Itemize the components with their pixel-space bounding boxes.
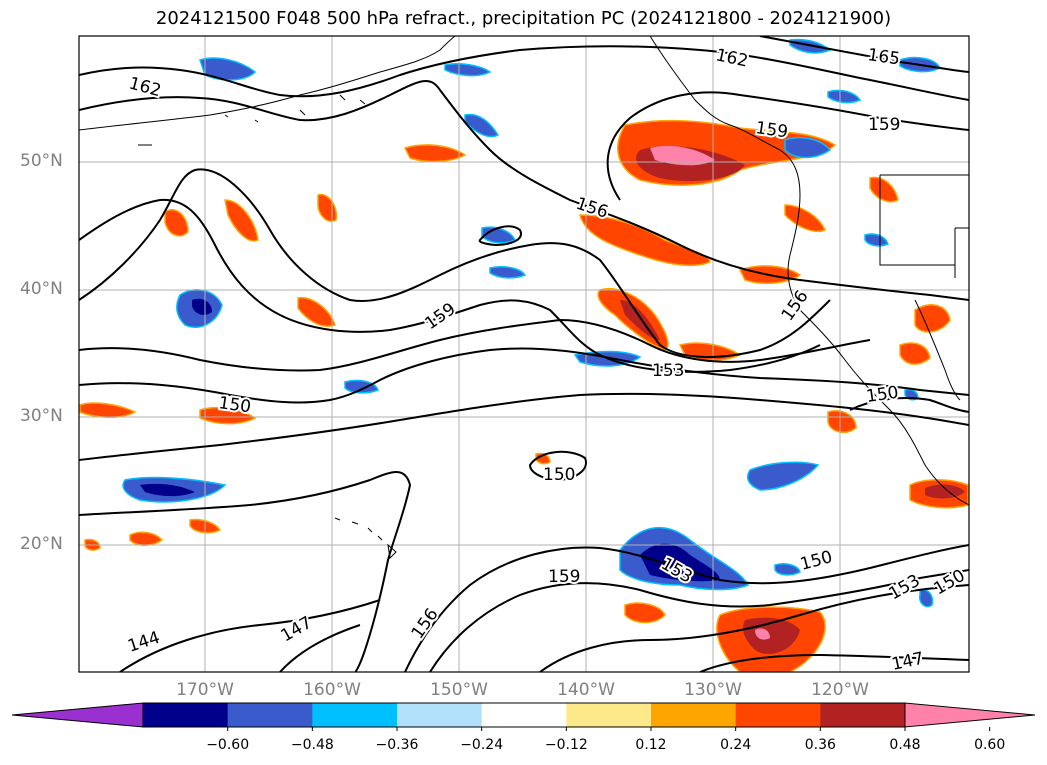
contour-label: 159 — [548, 567, 580, 587]
map-panel: 162 165 162 159 159 156 159 156 153 150 … — [78, 35, 970, 673]
colorbar-segment — [227, 703, 313, 727]
colorbar-tick-label: −0.36 — [375, 737, 419, 753]
colorbar-tick-label: 0.36 — [804, 737, 836, 753]
precip-negative-patches — [122, 38, 942, 608]
contour-label: 159 — [868, 115, 900, 135]
lon-label: 170°W — [176, 680, 234, 700]
colorbar-segment — [820, 703, 906, 727]
colorbar-segment — [312, 703, 398, 727]
colorbar-frame — [142, 702, 906, 728]
colorbar-tick-label: −0.24 — [460, 737, 504, 753]
contour-label: 150 — [865, 383, 900, 407]
colorbar-segment — [566, 703, 652, 727]
contour-label: 153 — [652, 361, 684, 381]
lon-label: 120°W — [811, 680, 869, 700]
refractivity-contours — [79, 36, 969, 672]
colorbar-segment — [735, 703, 821, 727]
colorbar-segment — [481, 703, 567, 727]
lat-label: 20°N — [20, 534, 63, 554]
colorbar-segment — [651, 703, 737, 727]
map-title: 2024121500 F048 500 hPa refract., precip… — [155, 8, 892, 29]
contour-label: 150 — [543, 465, 575, 485]
hawaiian-islands — [334, 517, 397, 560]
colorbar-tick-label: −0.12 — [544, 737, 588, 753]
colorbar-tick-label: −0.48 — [290, 737, 334, 753]
colorbar-tick-label: 0.48 — [889, 737, 921, 753]
colorbar-tick-label: 0.24 — [720, 737, 752, 753]
lon-label: 150°W — [430, 680, 488, 700]
colorbar-extend-high — [904, 702, 1036, 728]
colorbar-segment — [143, 703, 229, 727]
contour-label: 159 — [754, 118, 789, 142]
colorbar-segments — [11, 702, 1036, 731]
colorbar-extend-low — [11, 702, 144, 728]
lon-label: 160°W — [303, 680, 361, 700]
map-background — [79, 36, 969, 672]
precip-positive-patches — [79, 120, 969, 672]
colorbar-tick-label: 0.12 — [635, 737, 667, 753]
lat-label: 50°N — [20, 151, 63, 171]
lon-label: 130°W — [684, 680, 742, 700]
lon-label: 140°W — [557, 680, 615, 700]
lat-label: 30°N — [20, 406, 63, 426]
colorbar-tick-label: −0.60 — [206, 737, 250, 753]
lat-label: 40°N — [20, 279, 63, 299]
colorbar-tick-label: 0.60 — [974, 737, 1006, 753]
colorbar-segment — [397, 703, 483, 727]
map-frame — [78, 35, 970, 673]
